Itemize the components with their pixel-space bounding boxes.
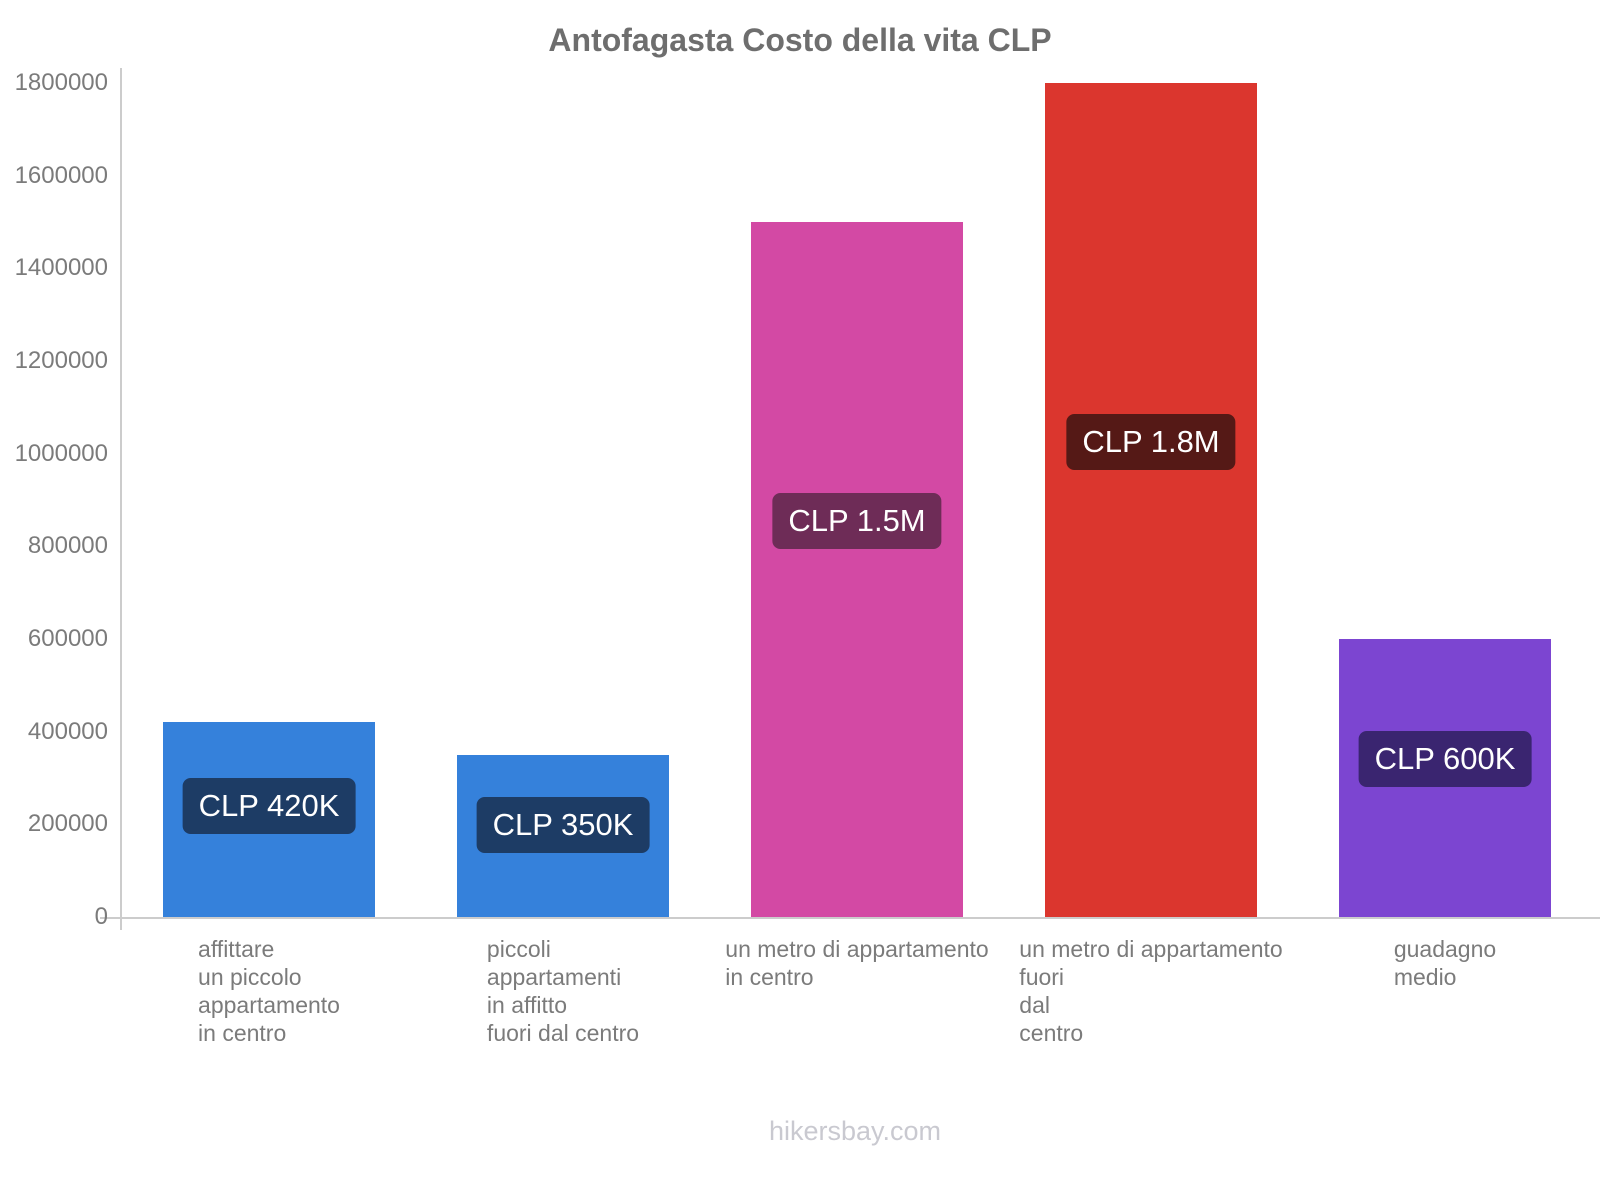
bar-value-label: CLP 1.8M <box>1066 413 1236 470</box>
x-category-label: un metro di appartamento in centro <box>725 936 989 990</box>
bar-value-label: CLP 1.5M <box>772 492 942 549</box>
y-tick-label: 1400000 <box>14 254 108 282</box>
y-tick-label: 600000 <box>27 625 108 652</box>
watermark-text: hikersbay.com <box>768 1116 942 1146</box>
x-axis-line <box>100 917 1600 919</box>
y-tick-label: 1200000 <box>14 347 108 374</box>
y-axis-line <box>120 68 122 930</box>
y-tick-label: 1000000 <box>14 439 108 467</box>
y-tick-label: 800000 <box>27 532 108 560</box>
bar-value-label: CLP 600K <box>1358 730 1532 787</box>
x-category-label: guadagno medio <box>1393 936 1497 990</box>
y-tick-label: 0 <box>94 903 108 930</box>
y-tick-label: 1800000 <box>14 69 108 96</box>
y-tick-label: 200000 <box>27 810 108 838</box>
y-tick-label: 1600000 <box>14 161 108 189</box>
x-category-label: piccoli appartamenti in affitto fuori dal c… <box>486 936 640 1046</box>
bar <box>751 222 963 917</box>
bar <box>1045 83 1257 917</box>
bar-value-label: CLP 420K <box>182 778 356 835</box>
y-tick-label: 400000 <box>27 717 108 745</box>
chart-title: Antofagasta Costo della vita CLP <box>548 22 1052 58</box>
x-category-label: un metro di appartamento fuori dal centro <box>1019 936 1283 1046</box>
x-category-label: affittare un piccolo appartamento in centro <box>198 936 340 1046</box>
bar-value-label: CLP 350K <box>476 796 650 853</box>
